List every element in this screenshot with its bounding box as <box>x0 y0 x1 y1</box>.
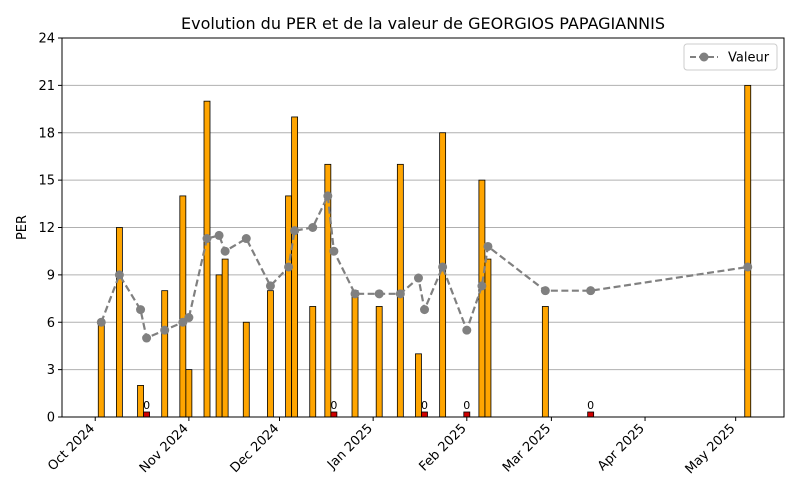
bar <box>541 306 549 418</box>
bar-zero <box>587 411 595 418</box>
value-point <box>220 246 230 256</box>
value-point <box>308 223 318 232</box>
y-tick-label: 15 <box>38 174 55 189</box>
value-point <box>483 241 493 251</box>
value-point <box>184 313 194 323</box>
y-tick-label: 21 <box>38 79 55 94</box>
value-point <box>323 191 333 201</box>
bar <box>744 84 752 418</box>
bar <box>115 227 123 418</box>
y-tick-label: 9 <box>47 268 55 283</box>
value-point <box>142 333 152 343</box>
bar-zero-label: 0 <box>143 399 150 412</box>
value-point <box>114 270 124 280</box>
value-point <box>477 281 487 291</box>
value-point <box>420 305 430 315</box>
x-tick-label: Jan 2025 <box>324 421 376 473</box>
value-point <box>265 281 275 291</box>
value-point <box>329 246 339 256</box>
value-point <box>96 317 106 327</box>
y-tick-label: 24 <box>38 32 55 47</box>
value-point <box>413 273 423 283</box>
value-point <box>395 289 405 299</box>
value-point <box>290 226 300 236</box>
x-tick-label: May 2025 <box>683 421 739 477</box>
value-point <box>743 262 753 272</box>
bar-zero-label: 0 <box>330 399 337 412</box>
y-axis-ticks: 0 3 6 9 12 15 18 21 24 <box>38 32 62 426</box>
value-point <box>178 317 188 327</box>
y-axis-label: PER <box>15 215 30 240</box>
legend: Valeur <box>683 43 778 71</box>
y-tick-label: 0 <box>47 411 55 426</box>
bar <box>242 321 250 418</box>
bar-zero-label: 0 <box>587 399 594 412</box>
value-point <box>284 262 294 272</box>
bar <box>161 290 169 418</box>
value-point <box>462 325 472 335</box>
bar <box>97 321 105 418</box>
value-point <box>374 289 384 299</box>
bar <box>267 290 274 418</box>
bar-zero <box>330 411 338 418</box>
value-point <box>241 234 251 244</box>
bar <box>185 369 193 418</box>
bar <box>179 195 187 418</box>
bar <box>478 179 486 418</box>
legend-box <box>683 43 778 71</box>
bar <box>309 306 317 418</box>
bar <box>221 258 229 418</box>
x-tick-label: Feb 2025 <box>416 421 469 474</box>
bar <box>203 100 211 418</box>
value-point <box>160 325 170 335</box>
legend-marker <box>699 52 709 62</box>
y-tick-label: 6 <box>47 316 55 331</box>
y-tick-label: 3 <box>47 363 55 378</box>
value-point <box>202 234 212 244</box>
value-line <box>96 191 753 343</box>
bar-zero <box>463 411 471 418</box>
y-tick-label: 18 <box>38 126 55 141</box>
chart-title: Evolution du PER et de la valeur de GEOR… <box>181 14 665 33</box>
value-series-line <box>100 191 748 340</box>
x-tick-label: Dec 2024 <box>228 421 283 476</box>
value-point <box>136 305 146 315</box>
x-axis-ticks: Oct 2024 Nov 2024 Dec 2024 Jan 2025 Feb 2025… <box>45 417 738 477</box>
value-point <box>438 262 448 272</box>
x-tick-label: Mar 2025 <box>500 421 554 475</box>
bar-zero <box>421 411 428 418</box>
value-point <box>540 286 550 296</box>
grid-lines <box>62 37 784 418</box>
bar <box>484 258 492 418</box>
bar <box>215 274 223 418</box>
bar-zero-label: 0 <box>421 399 428 412</box>
value-point <box>350 289 360 299</box>
value-point <box>586 286 596 296</box>
x-tick-label: Oct 2024 <box>45 421 98 474</box>
bar-zero <box>143 411 150 418</box>
bar-zero-label: 0 <box>463 399 470 412</box>
y-tick-label: 12 <box>38 221 55 236</box>
x-tick-label: Apr 2025 <box>595 421 648 474</box>
legend-label-valeur: Valeur <box>728 51 770 66</box>
bars: 0 0 0 0 0 <box>97 84 752 418</box>
bar <box>375 306 383 418</box>
bar <box>351 290 359 418</box>
x-tick-label: Nov 2024 <box>137 421 192 476</box>
value-point <box>214 230 224 240</box>
